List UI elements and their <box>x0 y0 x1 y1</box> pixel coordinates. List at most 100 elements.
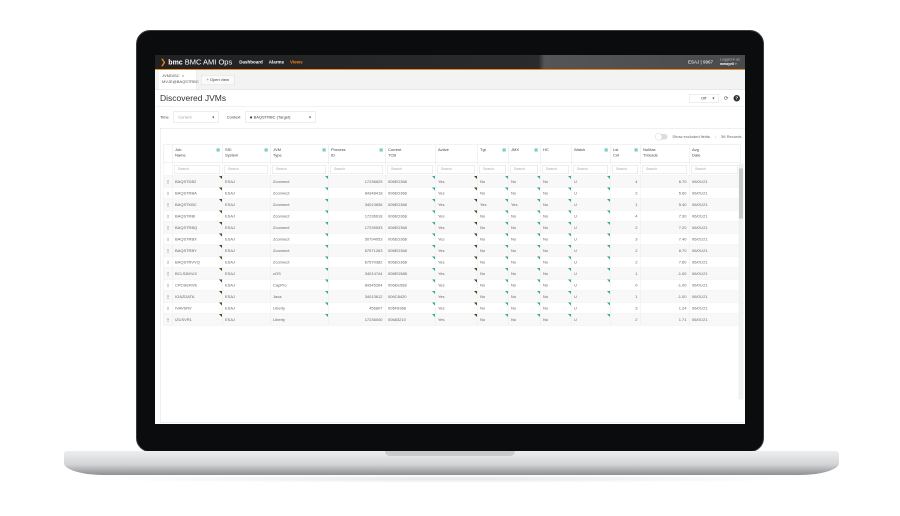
row-menu-icon[interactable]: ⋮ <box>163 290 173 303</box>
filter-icon[interactable]: ▦ <box>379 147 383 153</box>
filter-icon[interactable]: ▦ <box>322 147 326 153</box>
table-cell: U <box>571 198 611 211</box>
column-header[interactable]: JMX ▦ <box>508 144 541 163</box>
row-menu-icon[interactable]: ⋮ <box>163 210 173 222</box>
row-menu-icon[interactable]: ⋮ <box>163 267 173 280</box>
table-cell: 2 <box>610 313 641 326</box>
tab-jvmdisc[interactable]: JVMDISC × MVJE@BAQSTRBC <box>159 70 199 90</box>
table-cell: 006ED368 <box>385 244 436 257</box>
nav-views[interactable]: Views <box>289 59 303 65</box>
table-row[interactable]: ⋮ BAQSTRBX ESAJ Zconnect 50794053 006ED368 Yes… <box>163 233 741 245</box>
table-row[interactable]: ⋮ BAQSTRBQ ESAJ Zconnect 17239533 006ED368 Yes… <box>163 221 741 234</box>
table-cell: -1.00 <box>640 279 690 291</box>
table-cell: 34014744 <box>328 267 386 280</box>
row-menu-icon[interactable]: ⋮ <box>163 279 173 291</box>
table-row[interactable]: ⋮ IOAZDATA ESAJ Java 34013612 006C8420 Yes No No… <box>163 290 741 303</box>
table-cell: 006ED368 <box>385 210 436 222</box>
table-row[interactable]: ⋮ BAQSTRBY ESAJ Zconnect 67571263 006ED368 Yes… <box>163 244 741 257</box>
column-header[interactable]: HC <box>540 144 572 163</box>
column-search-input[interactable]: Search <box>691 164 738 174</box>
table-cell: -1.00 <box>640 290 690 303</box>
column-search-input[interactable]: Search <box>437 164 475 174</box>
column-header[interactable]: NoMax Threads <box>640 144 690 163</box>
filter-icon[interactable]: ▦ <box>604 147 608 153</box>
filter-icon[interactable]: ▦ <box>264 147 268 153</box>
column-header[interactable]: Job Name ▦ <box>172 144 223 163</box>
table-cell: No <box>477 187 509 199</box>
table-cell: Zconnect <box>270 221 329 234</box>
column-header[interactable]: JVM Type ▦ <box>270 144 329 163</box>
table-scrollbar[interactable] <box>738 163 744 400</box>
table-cell: Yes <box>435 279 478 291</box>
table-cell: 1.71 <box>640 313 690 326</box>
column-search-input[interactable]: Search <box>612 164 638 174</box>
column-header[interactable]: Process ID ▦ <box>328 144 386 163</box>
table-cell: 17236040 <box>328 313 386 326</box>
filter-icon[interactable]: ▦ <box>634 147 638 153</box>
show-excluded-toggle[interactable] <box>655 133 668 140</box>
column-search-input[interactable]: Search <box>542 164 569 174</box>
table-row[interactable]: ⋮ BAQSTDB2 ESAJ Zconnect 17236625 006ED368 Yes… <box>163 175 741 188</box>
row-menu-icon[interactable]: ⋮ <box>163 221 173 234</box>
table-cell: 06/01/21 <box>689 290 741 303</box>
column-header[interactable]: Watch ▦ <box>571 144 611 163</box>
table-row[interactable]: ⋮ BAQSTKBC ESAJ Zconnect 34013636 006ED368 Yes… <box>163 198 741 211</box>
column-search-input[interactable]: Search <box>224 164 268 174</box>
scrollbar-thumb[interactable] <box>739 168 743 219</box>
column-search-input[interactable]: Search <box>573 164 608 174</box>
system-label: ESAJ | 9967 <box>688 59 713 65</box>
table-row[interactable]: ⋮ IZUSVR1 ESAJ Liberty 17236040 00683210 Yes No… <box>163 313 741 326</box>
row-menu-icon[interactable]: ⋮ <box>163 187 173 199</box>
context-select[interactable]: ■ BAQSTRBC (Target) ▾ <box>245 111 316 123</box>
table-cell: U <box>571 187 611 199</box>
table-row[interactable]: ⋮ BAQSTRBI ESAJ Zconnect 17236618 006ED368 Yes… <box>163 210 741 222</box>
column-search-input[interactable]: Search <box>642 164 687 174</box>
row-menu-icon[interactable]: ⋮ <box>163 233 173 245</box>
table-row[interactable]: ⋮ CPOSERVE ESAJ CapPro 84345264 006EE588 Yes No… <box>163 279 741 291</box>
column-search-input[interactable]: Search <box>387 164 433 174</box>
filter-icon[interactable]: ▦ <box>502 147 506 153</box>
row-menu-icon[interactable]: ⋮ <box>163 302 173 314</box>
jvm-table: Job Name ▦ SSI System ▦ JVM Type ▦ Process ID ▦ Curr… <box>163 144 741 326</box>
table-row[interactable]: ⋮ BCLS8VIUX ESAJ zOS 34014744 006ED588 Yes No No… <box>163 267 741 280</box>
filter-icon[interactable]: ▦ <box>216 147 220 153</box>
table-cell: No <box>508 313 541 326</box>
column-header[interactable]: SSI System ▦ <box>222 144 271 163</box>
help-icon[interactable]: ? <box>733 95 740 102</box>
table-row[interactable]: ⋮ IVAVSRV ESAJ Liberty 456807 006F8368 Yes No No… <box>163 302 741 314</box>
table-cell: Java <box>270 290 329 303</box>
row-menu-header <box>163 144 173 163</box>
table-row[interactable]: ⋮ BAQSTRVVQ ESAJ Zconnect 67570382 006ED368 Ye… <box>163 256 741 268</box>
column-search-input[interactable]: Search <box>510 164 538 174</box>
user-menu[interactable]: Logged in as mmayell ▾ <box>719 58 740 67</box>
filter-icon[interactable]: ▦ <box>534 147 538 153</box>
column-search-input[interactable]: Search <box>330 164 383 174</box>
time-select[interactable]: Current ▾ <box>173 111 219 123</box>
nav-alarms[interactable]: Alarms <box>268 59 284 65</box>
column-header[interactable]: Avg Date <box>689 144 741 163</box>
table-row[interactable]: ⋮ BAQSTRBA ESAJ Zconnect 84348418 006ED368 Yes… <box>163 187 741 199</box>
column-search-input[interactable]: Search <box>479 164 506 174</box>
refresh-select[interactable]: Off ▾ <box>688 94 719 103</box>
close-icon[interactable]: × <box>181 73 185 79</box>
row-menu-icon[interactable]: ⋮ <box>163 175 173 188</box>
nav-dashboard[interactable]: Dashboard <box>239 59 263 65</box>
column-search-input[interactable]: Search <box>174 164 220 174</box>
row-menu-icon[interactable]: ⋮ <box>163 198 173 211</box>
chevron-down-icon: ▾ <box>734 62 737 67</box>
column-search-input[interactable]: Search <box>272 164 326 174</box>
column-header[interactable]: Current TCB <box>385 144 436 163</box>
table-cell: BCLS8VIUX <box>172 267 223 280</box>
view-tabs: JVMDISC × MVJE@BAQSTRBC + Open view <box>155 70 745 90</box>
row-menu-icon[interactable]: ⋮ <box>163 313 173 326</box>
column-header[interactable]: Active <box>435 144 478 163</box>
column-header[interactable]: Tgt ▦ <box>477 144 509 163</box>
table-cell: 2 <box>610 187 641 199</box>
column-header[interactable]: Lst Cnt ▦ <box>610 144 641 163</box>
refresh-icon[interactable]: ⟳ <box>723 95 729 102</box>
open-view-button[interactable]: + Open view <box>201 75 235 85</box>
row-menu-icon[interactable]: ⋮ <box>163 256 173 268</box>
row-menu-icon[interactable]: ⋮ <box>163 244 173 257</box>
app-title: BMC AMI Ops <box>184 57 233 67</box>
table-cell: No <box>540 175 572 188</box>
